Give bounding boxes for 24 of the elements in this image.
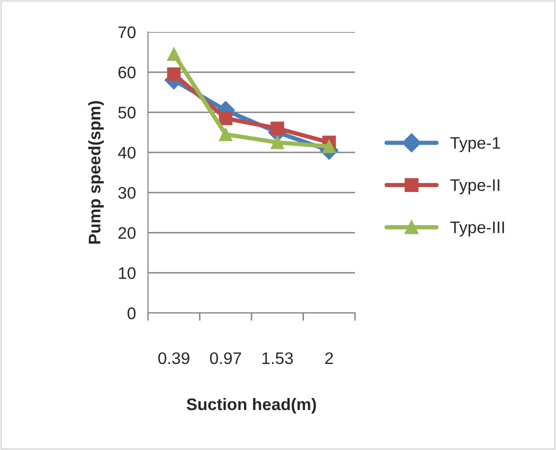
x-tick-label: 1.53: [262, 352, 293, 364]
x-tick-label: 0.39: [158, 352, 190, 364]
legend-label: Type-III: [450, 222, 504, 237]
y-tick-label: 30: [118, 186, 136, 199]
x-tick-label: 2: [325, 352, 333, 364]
y-tick-label: 20: [118, 227, 136, 239]
x-tick-label: 0.97: [210, 352, 242, 364]
point: [270, 136, 284, 150]
point: [218, 128, 232, 142]
point: [270, 122, 284, 136]
y-axis-title: Pump speed(spm): [88, 101, 104, 244]
point: [167, 67, 181, 81]
point: [218, 112, 232, 126]
point: [167, 47, 181, 61]
y-tick-label: 50: [118, 106, 136, 118]
y-tick-label: 10: [118, 267, 136, 280]
y-tick-label: 40: [118, 146, 136, 159]
y-tick-label: 0: [128, 307, 136, 320]
x-axis-title: Suction head(m): [186, 398, 316, 414]
y-tick-label: 70: [118, 26, 136, 38]
y-tick-label: 60: [118, 66, 136, 78]
legend-label: Type-1: [450, 137, 500, 152]
point: [322, 140, 336, 154]
legend-label: Type-II: [450, 179, 500, 194]
